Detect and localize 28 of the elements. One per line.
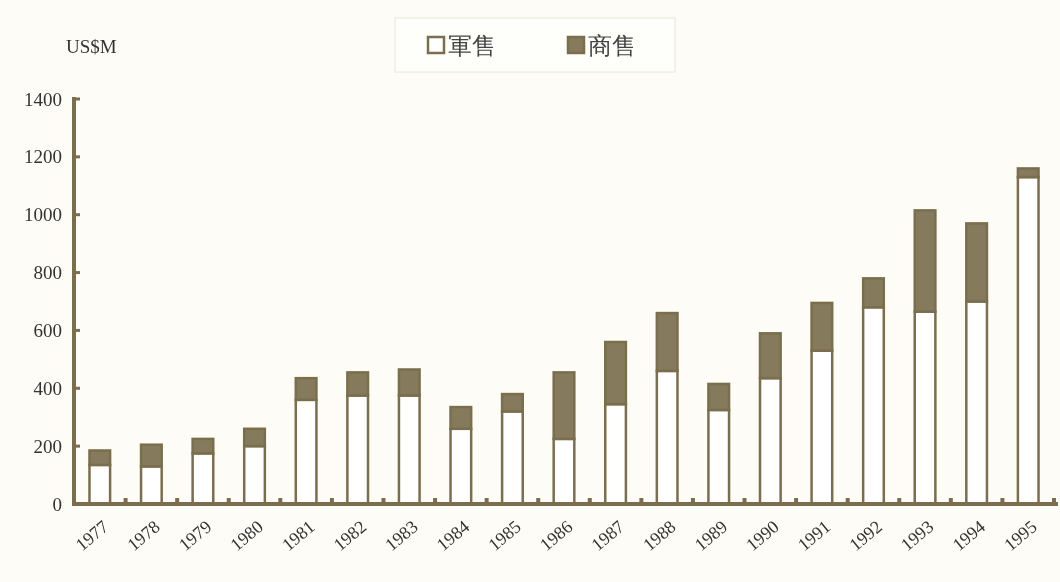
y-tick-label: 800 bbox=[33, 262, 62, 284]
x-tick-label: 1982 bbox=[329, 516, 371, 555]
x-tick-label: 1984 bbox=[432, 516, 474, 555]
x-tick-label: 1979 bbox=[174, 516, 216, 555]
x-tick-label: 1995 bbox=[1000, 516, 1041, 555]
x-tick-label: 1978 bbox=[123, 516, 164, 555]
y-tick-label: 1200 bbox=[24, 146, 62, 168]
x-tick-label: 1993 bbox=[897, 516, 938, 555]
legend-label: 商售 bbox=[588, 33, 636, 59]
y-tick-label: 400 bbox=[33, 377, 62, 399]
x-tick-label: 1991 bbox=[793, 516, 835, 555]
x-tick-label: 1994 bbox=[948, 516, 990, 555]
x-tick-label: 1990 bbox=[742, 516, 783, 555]
x-tick-label: 1985 bbox=[484, 516, 525, 555]
x-tick-label: 1986 bbox=[535, 516, 577, 555]
y-tick-label: 200 bbox=[33, 435, 62, 457]
x-tick-label: 1980 bbox=[226, 516, 267, 555]
y-axis-title: US$M bbox=[66, 36, 117, 57]
x-tick-label: 1988 bbox=[639, 516, 680, 555]
x-tick-label: 1983 bbox=[381, 516, 422, 555]
x-tick-label: 1992 bbox=[845, 516, 886, 555]
y-tick-label: 600 bbox=[33, 319, 62, 341]
x-tick-label: 1981 bbox=[278, 516, 319, 555]
legend-label: 軍售 bbox=[448, 33, 496, 59]
y-tick-label: 0 bbox=[52, 493, 62, 515]
y-tick-label: 1000 bbox=[24, 204, 62, 226]
x-tick-label: 1989 bbox=[690, 516, 732, 555]
y-tick-label: 1400 bbox=[24, 88, 62, 110]
